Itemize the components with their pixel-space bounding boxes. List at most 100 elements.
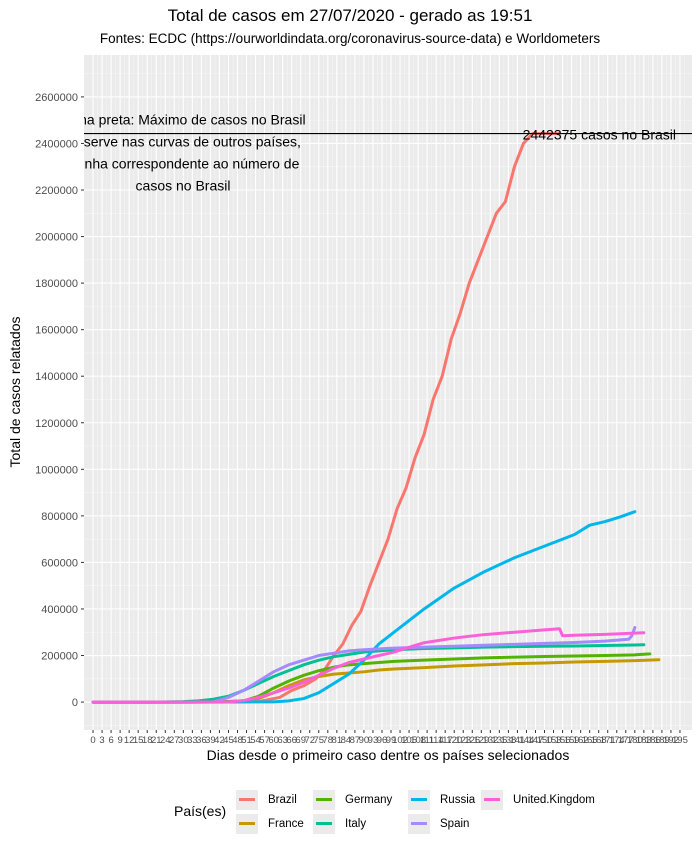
y-tick-label: 0: [72, 697, 78, 709]
annotation-line: Linha preta: Máximo de casos no Brasil: [60, 112, 305, 128]
x-tick-label: 90: [359, 735, 370, 746]
y-tick-label: 2400000: [35, 138, 78, 150]
x-tick-label: 192: [663, 735, 679, 746]
x-tick-label: 48: [232, 735, 243, 746]
x-axis-title: Dias desde o primeiro caso dentre os paí…: [207, 747, 570, 763]
x-tick-label: 108: [410, 735, 426, 746]
x-tick-label: 36: [196, 735, 207, 746]
x-tick-label: 15: [133, 735, 144, 746]
x-tick-label: 111: [420, 735, 434, 746]
x-tick-label: 42: [214, 735, 225, 746]
legend-item-italy: Italy: [313, 813, 366, 835]
x-tick-label: 150: [537, 735, 553, 746]
annotation-layer: 2442375 casos no Brasil Linha preta: Máxi…: [60, 112, 692, 194]
x-tick-label: 54: [250, 735, 261, 746]
x-tick-label: 135: [491, 735, 507, 746]
series-line-spain: [91, 626, 637, 704]
x-tick-label: 138: [500, 735, 516, 746]
x-tick-label: 165: [582, 735, 598, 746]
series-layer: [91, 132, 661, 704]
x-tick-label: 162: [573, 735, 589, 746]
x-tick-label: 153: [546, 735, 562, 746]
x-tick-label: 81: [332, 735, 343, 746]
y-axis-title: Total de casos relatados: [7, 317, 23, 468]
x-tick-label: 147: [528, 735, 544, 746]
x-tick-label: 0: [90, 735, 95, 746]
y-tick-label: 600000: [41, 557, 78, 569]
plot-panel: [84, 55, 692, 730]
y-tick-label: 2600000: [35, 92, 78, 104]
legend-label: Russia: [440, 794, 476, 806]
legend-key: [408, 814, 430, 834]
legend-item-russia: Russia: [408, 789, 475, 811]
chart-subtitle: Fontes: ECDC (https://ourworldindata.org…: [99, 31, 601, 46]
legend-label: Brazil: [268, 794, 297, 806]
x-tick-label: 114: [429, 735, 444, 746]
x-tick-label: 9: [117, 735, 122, 746]
x-tick-label: 6: [108, 735, 113, 746]
x-tick-label: 18: [142, 735, 153, 746]
series-line-brazil: [91, 132, 562, 704]
x-tick-label: 117: [438, 735, 453, 746]
x-tick-label: 129: [473, 735, 489, 746]
x-tick-label: 189: [654, 735, 670, 746]
annotation-line: casos no Brasil: [136, 178, 231, 194]
y-tick-label: 1600000: [35, 325, 78, 337]
x-tick-label: 3: [99, 735, 104, 746]
legend-item-france: France: [236, 813, 304, 835]
x-tick-label: 27: [169, 735, 180, 746]
legend-key: [481, 790, 503, 810]
legend-label: Italy: [345, 818, 367, 830]
x-tick-label: 99: [386, 735, 397, 746]
legend-key: [236, 814, 258, 834]
chart-title: Total de casos em 27/07/2020 - gerado as…: [167, 6, 533, 25]
legend-key: [236, 790, 258, 810]
x-tick-label: 24: [160, 735, 171, 746]
x-tick-label: 69: [295, 735, 306, 746]
legend-label: France: [268, 818, 304, 830]
x-tick-label: 156: [555, 735, 571, 746]
x-tick-label: 72: [304, 735, 315, 746]
x-tick-label: 120: [446, 735, 462, 746]
x-tick-label: 195: [672, 735, 688, 746]
y-tick-label: 1400000: [35, 371, 78, 383]
x-tick-label: 60: [268, 735, 279, 746]
legend-key: [313, 790, 335, 810]
y-tick-label: 800000: [41, 511, 78, 523]
x-tick-label: 180: [627, 735, 643, 746]
x-tick-label: 63: [277, 735, 288, 746]
x-tick-label: 96: [377, 735, 388, 746]
x-tick-label: 39: [205, 735, 216, 746]
x-tick-label: 12: [124, 735, 135, 746]
legend-item-brazil: Brazil: [236, 789, 297, 811]
x-tick-label: 30: [178, 735, 189, 746]
x-tick-label: 186: [645, 735, 661, 746]
x-tick-label: 45: [223, 735, 234, 746]
x-tick-label: 75: [313, 735, 324, 746]
x-tick-label: 132: [482, 735, 498, 746]
legend-label: United.Kingdom: [513, 794, 595, 806]
x-tick-label: 126: [464, 735, 480, 746]
legend-key: [408, 790, 430, 810]
legend-item-united-kingdom: United.Kingdom: [481, 789, 595, 811]
hline-label: 2442375 casos no Brasil: [523, 127, 676, 143]
y-tick-label: 1200000: [35, 418, 78, 430]
y-tick-label: 2000000: [35, 232, 78, 244]
annotation-line: a linha correspondente ao número de: [67, 156, 300, 172]
annotation-line: Observe nas curvas de outros países,: [65, 134, 301, 150]
legend-item-spain: Spain: [408, 813, 469, 835]
x-tick-label: 141: [509, 735, 525, 746]
series-line-italy: [91, 643, 646, 704]
grid-layer: [84, 55, 692, 730]
x-tick-label: 57: [259, 735, 270, 746]
y-tick-label: 2200000: [35, 185, 78, 197]
legend-label: Germany: [345, 794, 393, 806]
legend-key: [313, 814, 335, 834]
x-tick-label: 105: [401, 735, 417, 746]
legend-label: Spain: [440, 818, 470, 830]
legend-title: País(es): [174, 803, 227, 819]
axis-layer: 0 200000 400000 600000 800000 1000000 1200000 1…: [35, 92, 688, 746]
x-tick-label: 93: [368, 735, 379, 746]
x-tick-label: 177: [618, 735, 634, 746]
